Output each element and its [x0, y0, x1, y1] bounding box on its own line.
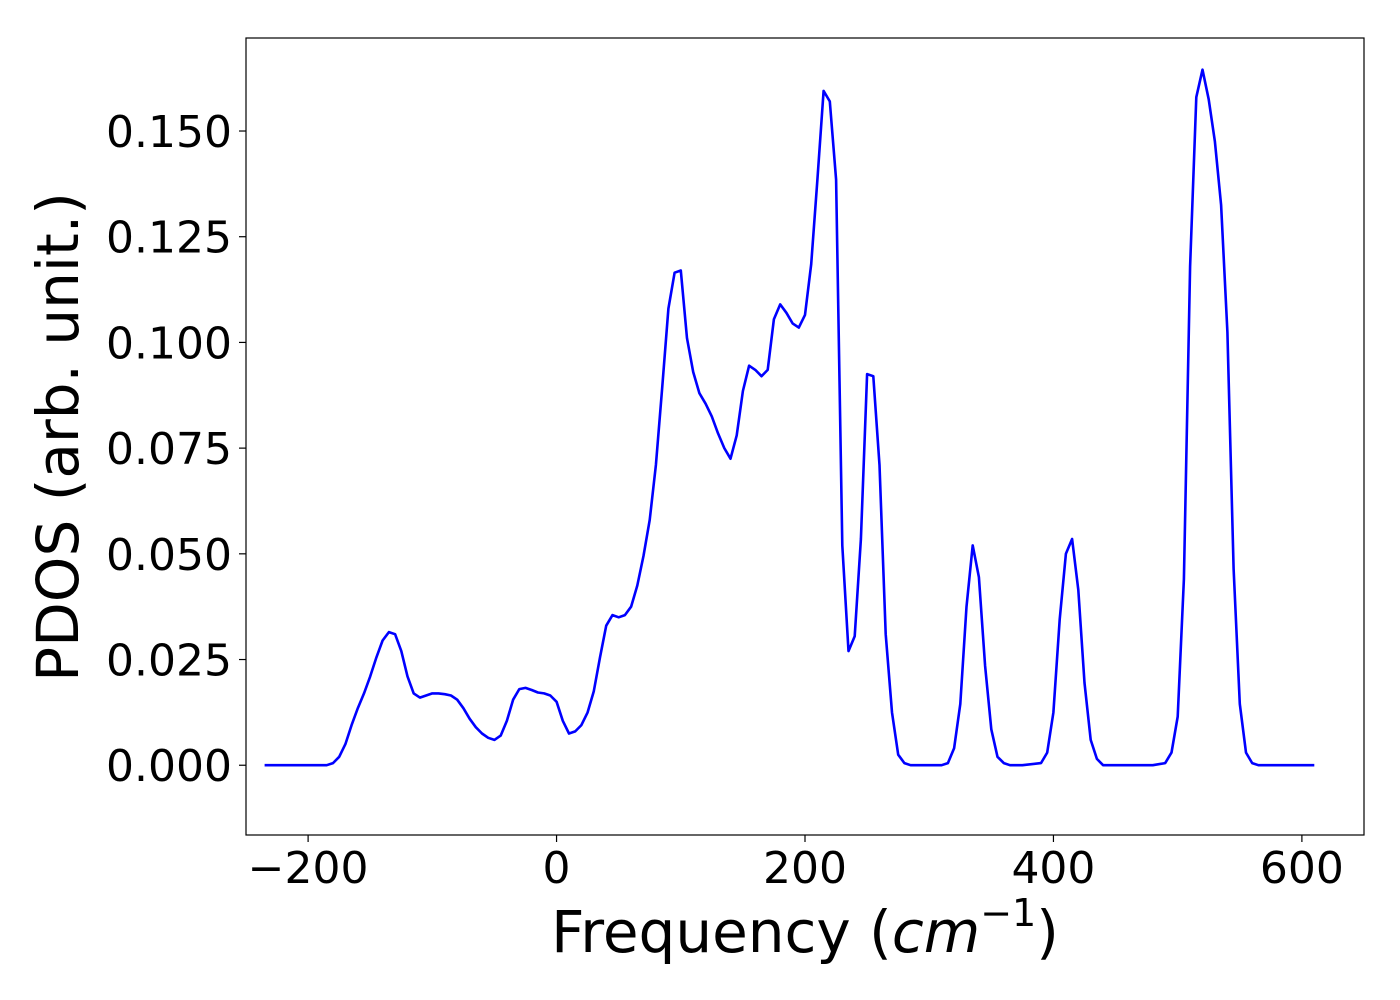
y-tick-label: 0.050 [106, 530, 232, 581]
x-axis-ticks: −200 0 200 400 600 [248, 835, 1344, 894]
x-axis-label-text: Frequency [551, 898, 851, 966]
y-tick-label: 0.025 [106, 636, 232, 687]
y-tick-label: 0.125 [106, 213, 232, 264]
y-tick-label: 0.100 [106, 318, 232, 369]
x-axis-unit: cm [892, 898, 980, 966]
x-tick-label: 600 [1260, 843, 1344, 894]
plot-area [245, 37, 1365, 836]
y-axis-ticks: 0.000 0.025 0.050 0.075 0.100 0.125 0.150 [106, 107, 246, 792]
x-tick-label: −200 [248, 843, 369, 894]
series-line [264, 68, 1315, 767]
x-axis-label: Frequency (cm−1) [551, 891, 1059, 966]
x-tick-label: 200 [763, 843, 847, 894]
y-tick-label: 0.000 [106, 741, 232, 792]
y-axis-label: PDOS (arb. unit.) [24, 192, 92, 682]
x-axis-unit-exponent: −1 [980, 891, 1036, 935]
x-tick-label: 400 [1011, 843, 1095, 894]
y-tick-label: 0.075 [106, 424, 232, 475]
x-tick-label: 0 [543, 843, 571, 894]
y-tick-label: 0.150 [106, 107, 232, 158]
